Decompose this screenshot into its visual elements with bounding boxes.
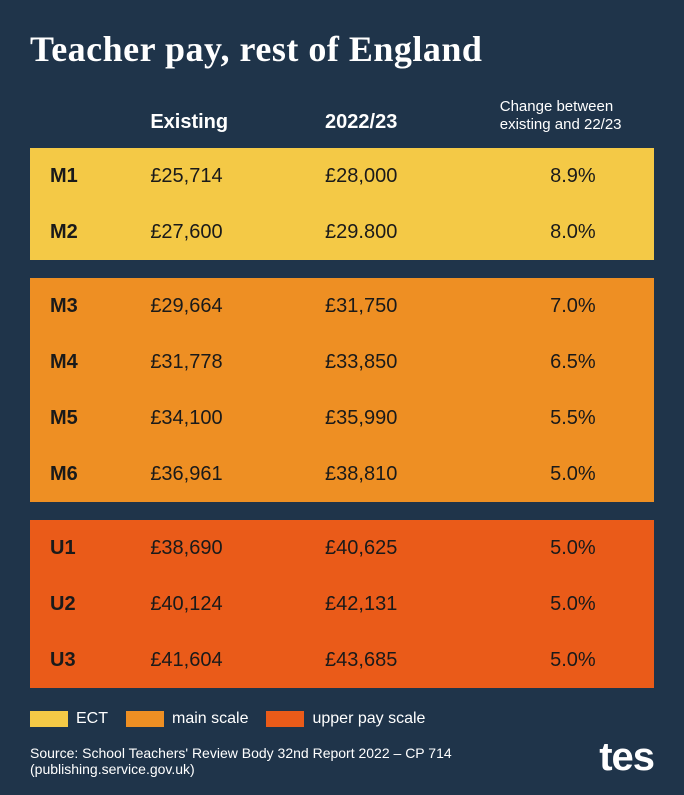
cell-new: £31,750 — [317, 278, 492, 334]
legend-label: upper pay scale — [312, 710, 425, 728]
cell-scale: M6 — [30, 446, 142, 502]
pay-table: Existing2022/23Change between existing a… — [30, 88, 654, 688]
table-row: M6£36,961£38,8105.0% — [30, 446, 654, 502]
legend: ECT main scale upper pay scale — [30, 710, 654, 728]
cell-new: £38,810 — [317, 446, 492, 502]
cell-change: 8.9% — [492, 148, 654, 204]
legend-swatch — [126, 711, 164, 727]
cell-change: 5.0% — [492, 520, 654, 576]
logo: tes — [599, 737, 654, 777]
cell-change: 5.5% — [492, 390, 654, 446]
table-row: U3£41,604£43,6855.0% — [30, 632, 654, 688]
cell-change: 6.5% — [492, 334, 654, 390]
legend-swatch — [266, 711, 304, 727]
cell-existing: £25,714 — [142, 148, 317, 204]
source-text: Source: School Teachers' Review Body 32n… — [30, 745, 599, 777]
cell-scale: M3 — [30, 278, 142, 334]
legend-label: ECT — [76, 710, 108, 728]
table-row: M2£27,600£29.8008.0% — [30, 204, 654, 260]
cell-scale: M4 — [30, 334, 142, 390]
col-header-existing: Existing — [142, 88, 317, 148]
table-row: U1£38,690£40,6255.0% — [30, 520, 654, 576]
cell-existing: £27,600 — [142, 204, 317, 260]
cell-existing: £36,961 — [142, 446, 317, 502]
cell-new: £43,685 — [317, 632, 492, 688]
cell-scale: U1 — [30, 520, 142, 576]
legend-item: upper pay scale — [266, 710, 425, 728]
table-row: M5£34,100£35,9905.5% — [30, 390, 654, 446]
table-head: Existing2022/23Change between existing a… — [30, 88, 654, 148]
cell-existing: £40,124 — [142, 576, 317, 632]
cell-new: £33,850 — [317, 334, 492, 390]
cell-scale: U2 — [30, 576, 142, 632]
legend-label: main scale — [172, 710, 248, 728]
col-header-new: 2022/23 — [317, 88, 492, 148]
cell-change: 5.0% — [492, 632, 654, 688]
table-row: M1£25,714£28,0008.9% — [30, 148, 654, 204]
col-header-change: Change between existing and 22/23 — [492, 88, 654, 148]
cell-new: £29.800 — [317, 204, 492, 260]
cell-new: £40,625 — [317, 520, 492, 576]
cell-scale: M5 — [30, 390, 142, 446]
table-row: U2£40,124£42,1315.0% — [30, 576, 654, 632]
cell-change: 5.0% — [492, 576, 654, 632]
cell-scale: M1 — [30, 148, 142, 204]
cell-change: 5.0% — [492, 446, 654, 502]
cell-new: £42,131 — [317, 576, 492, 632]
legend-item: main scale — [126, 710, 248, 728]
cell-change: 8.0% — [492, 204, 654, 260]
cell-existing: £41,604 — [142, 632, 317, 688]
cell-existing: £31,778 — [142, 334, 317, 390]
cell-existing: £38,690 — [142, 520, 317, 576]
table-row: M3£29,664£31,7507.0% — [30, 278, 654, 334]
cell-new: £28,000 — [317, 148, 492, 204]
cell-existing: £34,100 — [142, 390, 317, 446]
col-header-scale — [30, 88, 142, 148]
cell-new: £35,990 — [317, 390, 492, 446]
cell-existing: £29,664 — [142, 278, 317, 334]
page-title: Teacher pay, rest of England — [30, 28, 654, 70]
legend-swatch — [30, 711, 68, 727]
table-body: M1£25,714£28,0008.9%M2£27,600£29.8008.0%… — [30, 148, 654, 688]
cell-scale: U3 — [30, 632, 142, 688]
legend-item: ECT — [30, 710, 108, 728]
cell-change: 7.0% — [492, 278, 654, 334]
cell-scale: M2 — [30, 204, 142, 260]
group-gap — [30, 502, 654, 520]
footer: Source: School Teachers' Review Body 32n… — [30, 737, 654, 777]
table-row: M4£31,778£33,8506.5% — [30, 334, 654, 390]
infographic-card: Teacher pay, rest of England Existing202… — [0, 0, 684, 795]
table-header-row: Existing2022/23Change between existing a… — [30, 88, 654, 148]
group-gap — [30, 260, 654, 278]
